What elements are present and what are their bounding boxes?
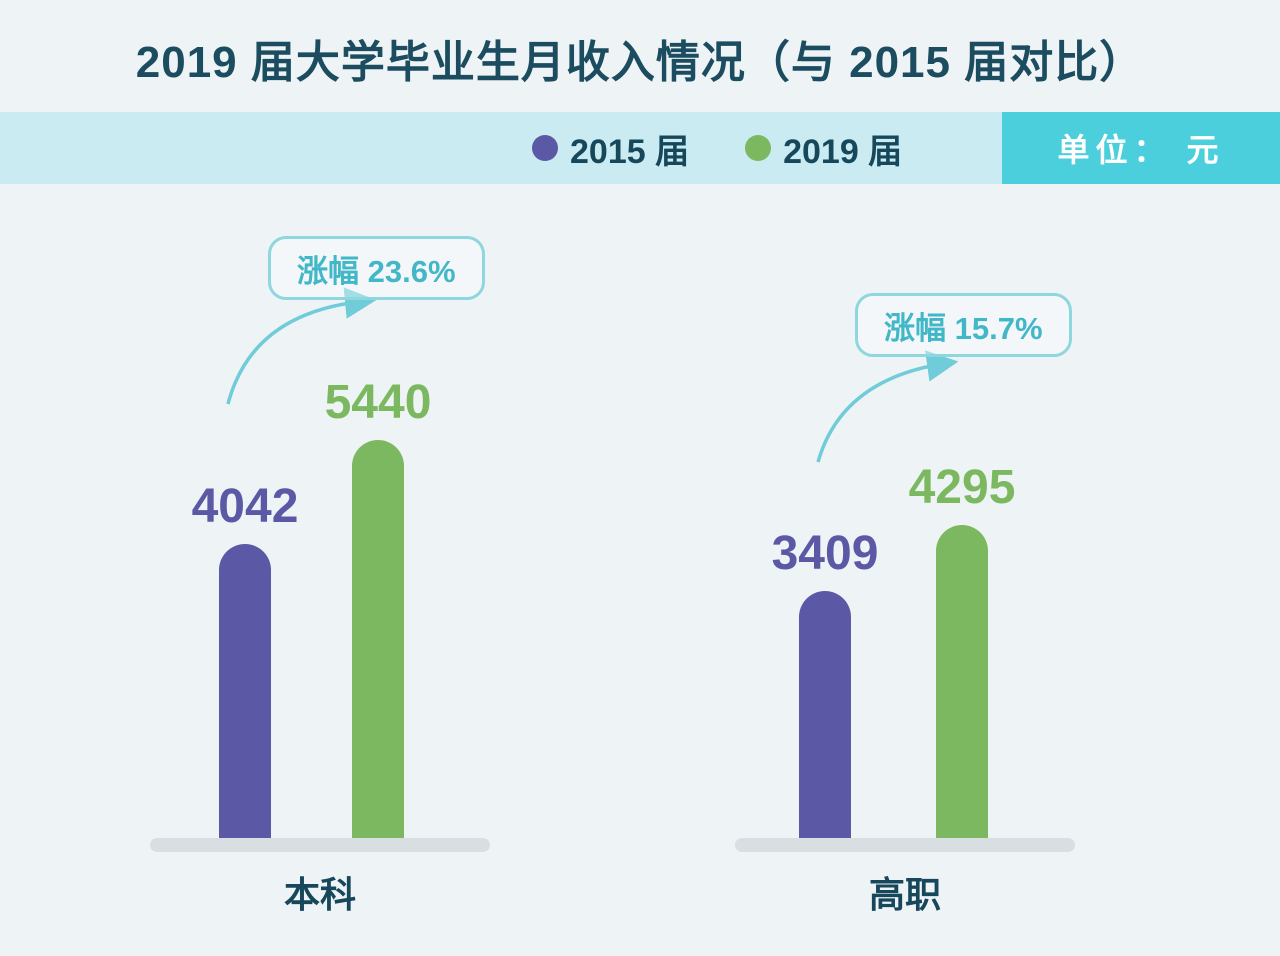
annotation-bubble-benke: 涨幅 23.6% — [268, 236, 485, 300]
page-title: 2019 届大学毕业生月收入情况（与 2015 届对比） — [135, 38, 1145, 87]
category-label-benke: 本科 — [283, 874, 356, 915]
growth-arrow-gaozhi-icon — [816, 350, 959, 463]
bar-column-2015-gaozhi: 3409 — [755, 526, 895, 845]
unit-label: 单位： 元 — [1002, 112, 1280, 184]
legend-item-2019: 2019 届 — [745, 124, 902, 173]
legend-item-2015: 2015 届 — [532, 124, 689, 173]
category-label-gaozhi: 高职 — [868, 874, 941, 915]
bar-value-2019-benke: 5440 — [324, 376, 432, 429]
annotation-bubble-gaozhi: 涨幅 15.7% — [855, 293, 1072, 357]
bar-column-2015-benke: 4042 — [175, 479, 315, 845]
legend-label-2015: 2015 届 — [570, 132, 690, 171]
bar-column-2019-gaozhi: 4295 — [892, 460, 1032, 845]
baseline-gaozhi — [735, 838, 1075, 852]
legend-dot-2015-icon — [532, 135, 558, 161]
bar-column-2019-benke: 5440 — [308, 375, 448, 845]
bar-value-2019-gaozhi: 4295 — [908, 461, 1016, 514]
baseline-benke — [150, 838, 490, 852]
bar-value-2015-gaozhi: 3409 — [771, 527, 879, 580]
bar-2019-benke — [352, 440, 404, 845]
bar-2015-benke — [219, 544, 271, 845]
bar-2019-gaozhi — [936, 525, 988, 845]
bar-2015-gaozhi — [799, 591, 851, 845]
legend: 2015 届 2019 届 — [532, 112, 902, 184]
legend-label-2019: 2019 届 — [783, 132, 903, 171]
bar-value-2015-benke: 4042 — [191, 480, 299, 533]
legend-dot-2019-icon — [745, 135, 772, 161]
legend-band: 2015 届 2019 届 单位： 元 — [0, 112, 1280, 184]
